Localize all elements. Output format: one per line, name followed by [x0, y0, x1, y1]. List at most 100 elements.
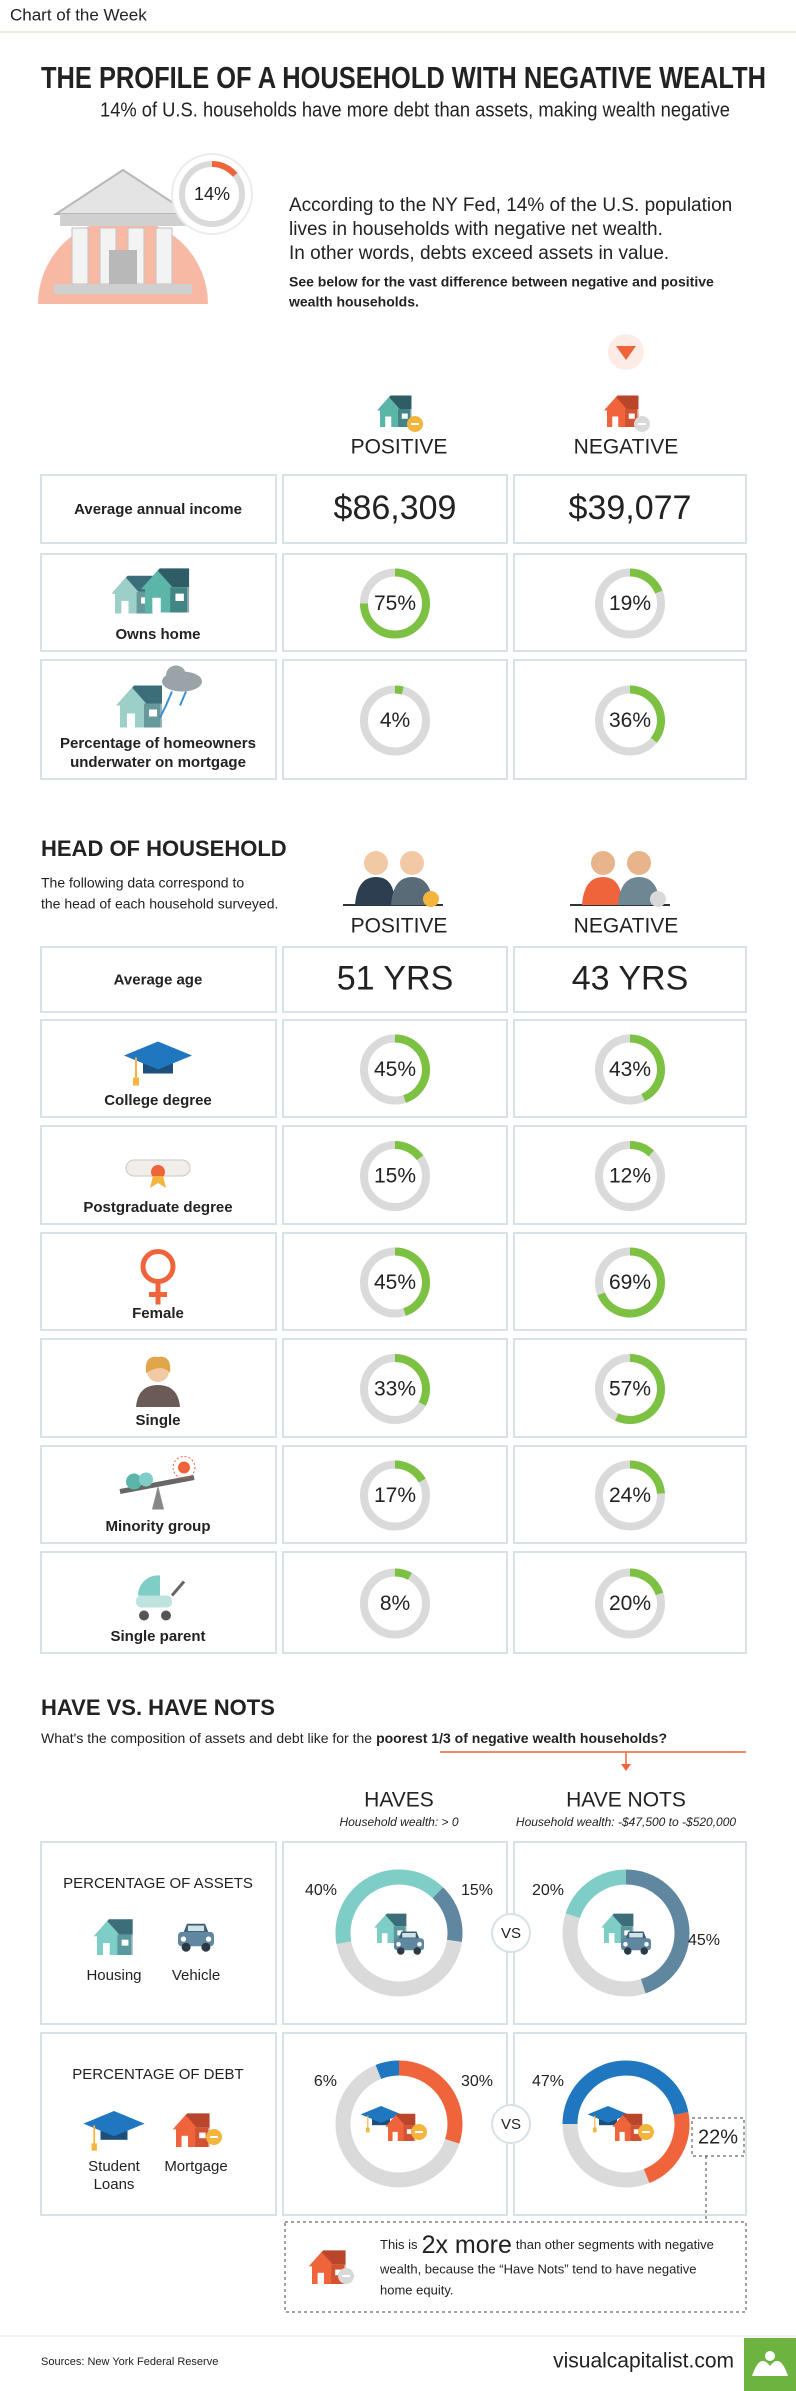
donut-arc — [597, 1247, 665, 1318]
house-gable — [601, 1915, 624, 1928]
question-text: What's the composition of assets and deb… — [41, 1730, 372, 1746]
car-wheel — [201, 1942, 211, 1952]
donut-arc — [629, 1568, 664, 1596]
house-gable — [612, 2115, 634, 2127]
stroller-hood — [137, 1575, 160, 1596]
seesaw-pivot — [152, 1485, 164, 1510]
highlight-head — [621, 1764, 631, 1771]
cell — [282, 474, 508, 544]
bank-column — [155, 227, 173, 285]
stroller-wheel — [139, 1610, 149, 1621]
coin-mark — [638, 423, 646, 425]
house-icon — [116, 685, 162, 728]
house-window — [624, 1930, 630, 1936]
group-note: Household wealth: > 0 — [339, 1815, 458, 1829]
site: visualcapitalist.com — [553, 2350, 734, 2373]
composition-label: 47% — [532, 2073, 564, 2090]
source: Sources: New York Federal Reserve — [41, 2356, 218, 2368]
person-body — [136, 1385, 180, 1407]
donut-arc — [615, 1354, 665, 1424]
house-window — [628, 413, 635, 419]
stroller-body — [136, 1595, 172, 1608]
people-badge — [423, 891, 439, 907]
house-window — [335, 2269, 342, 2276]
house-door — [121, 600, 129, 614]
car-light — [205, 1936, 212, 1942]
donut-arc — [629, 568, 663, 594]
coin-mark — [210, 2136, 218, 2138]
row-label: Single parent — [110, 1628, 205, 1645]
donut-label: 33% — [374, 1378, 416, 1401]
cell — [40, 474, 277, 544]
section-title: HEAD OF HOUSEHOLD — [41, 836, 287, 861]
seesaw-ball — [139, 1472, 153, 1487]
person-head — [400, 851, 424, 875]
person-body — [618, 877, 660, 905]
donut-label: 19% — [609, 592, 651, 615]
column-label: POSITIVE — [351, 436, 448, 459]
cell — [40, 946, 277, 1013]
scroll-seal — [151, 1165, 165, 1179]
cell — [40, 2032, 277, 2216]
house-gable — [385, 2115, 407, 2127]
seesaw-ball — [178, 1461, 190, 1474]
car-light — [396, 1942, 401, 1947]
logo-mark — [752, 2360, 788, 2376]
panel-title: PERCENTAGE OF ASSETS — [63, 1875, 253, 1892]
cap-icon — [124, 1041, 192, 1086]
row-label: Minority group — [106, 1518, 211, 1535]
donut-arc — [394, 685, 404, 695]
person-body — [391, 877, 433, 905]
row-label: College degree — [104, 1092, 212, 1109]
composition-label: 40% — [305, 1882, 337, 1899]
share-label: 14% — [194, 184, 230, 204]
composition-arc — [562, 2060, 689, 2125]
donut-label: 45% — [374, 1058, 416, 1081]
stroller-handle — [170, 1580, 186, 1597]
callout-text: than other segments with negative — [516, 2237, 714, 2252]
house-door — [619, 2131, 625, 2141]
callout-line: This is 2x more than other segments with n… — [380, 2231, 714, 2259]
section-title: HAVE VS. HAVE NOTS — [41, 1695, 275, 1720]
person-body — [582, 877, 622, 905]
donut-arc — [394, 1247, 430, 1316]
group-name: HAVE NOTS — [566, 1789, 686, 1812]
callout-line: wealth, because the “Have Nots” tend to … — [379, 2261, 697, 2276]
car-icon — [178, 1923, 214, 1952]
bank-column — [71, 227, 89, 285]
question: What's the composition of assets and deb… — [41, 1730, 667, 1746]
composition-arc — [625, 1869, 690, 1994]
cell — [40, 1841, 277, 2025]
house-gable — [377, 397, 401, 411]
donut-label: 36% — [609, 709, 651, 732]
big-value: $86,309 — [334, 489, 457, 527]
coin-mark — [415, 2131, 423, 2133]
coin-mark — [342, 2275, 350, 2277]
house-gable — [308, 2252, 335, 2267]
donut-arc — [629, 1460, 665, 1495]
composition-label: 30% — [461, 2073, 493, 2090]
house-door — [608, 1933, 615, 1943]
bank-beam — [60, 214, 186, 226]
cap-tassel-end — [91, 2143, 97, 2151]
car-glass — [629, 1933, 643, 1938]
house-window — [397, 1930, 403, 1936]
composition-arc — [375, 2060, 400, 2080]
house-window — [175, 593, 184, 601]
car-wheel — [640, 1947, 648, 1955]
donut-label: 15% — [374, 1165, 416, 1188]
donut-label: 17% — [374, 1484, 416, 1507]
callout — [284, 2221, 747, 2313]
cell — [513, 659, 747, 780]
house-window — [141, 597, 149, 604]
composition-label: 6% — [314, 2073, 337, 2090]
donut-arc — [394, 1460, 426, 1483]
bank-step — [54, 284, 192, 294]
cell — [513, 474, 747, 544]
donut-arc — [394, 1354, 430, 1406]
donut-label: 20% — [609, 1592, 651, 1615]
car-wheel — [413, 1947, 421, 1955]
house-door — [381, 1933, 388, 1943]
house-window — [199, 2132, 206, 2139]
car-light — [417, 1942, 422, 1947]
